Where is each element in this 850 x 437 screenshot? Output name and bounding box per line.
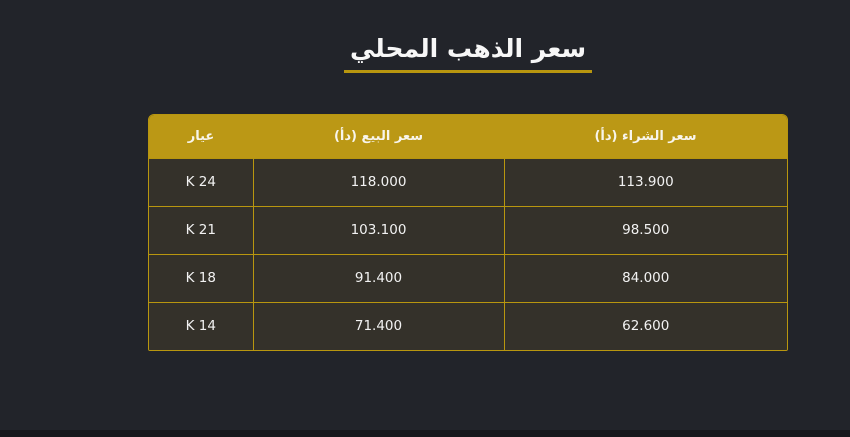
table-header-row: سعر الشراء (دأ) سعر البيع (دأ) عيار	[149, 115, 787, 158]
page-title: سعر الذهب المحلي	[343, 34, 593, 73]
sell-price-value: 71.400	[253, 301, 505, 350]
table-row: 84.000 91.400 18 K	[149, 253, 787, 302]
buy-price-value: 113.900	[504, 157, 787, 206]
karat-value: 21 K	[149, 205, 254, 254]
gold-price-table: سعر الشراء (دأ) سعر البيع (دأ) عيار 113.…	[149, 115, 787, 350]
title-container: سعر الذهب المحلي	[148, 34, 788, 73]
section-divider	[0, 430, 850, 437]
header-cell-karat: عيار	[149, 115, 253, 158]
karat-value: 14 K	[149, 301, 254, 350]
table-row: 98.500 103.100 21 K	[149, 205, 787, 254]
header-cell-buy-price: سعر الشراء (دأ)	[504, 115, 787, 158]
header-cell-sell-price: سعر البيع (دأ)	[253, 115, 504, 158]
buy-price-value: 98.500	[504, 205, 787, 254]
karat-value: 18 K	[149, 253, 254, 302]
buy-price-value: 84.000	[504, 253, 787, 302]
sell-price-value: 118.000	[253, 157, 505, 206]
table-row: 62.600 71.400 14 K	[149, 301, 787, 350]
table-row: 113.900 118.000 24 K	[149, 157, 787, 206]
buy-price-value: 62.600	[504, 301, 787, 350]
karat-value: 24 K	[149, 157, 254, 206]
sell-price-value: 103.100	[253, 205, 505, 254]
sell-price-value: 91.400	[253, 253, 505, 302]
gold-price-table-container: سعر الشراء (دأ) سعر البيع (دأ) عيار 113.…	[148, 114, 788, 351]
